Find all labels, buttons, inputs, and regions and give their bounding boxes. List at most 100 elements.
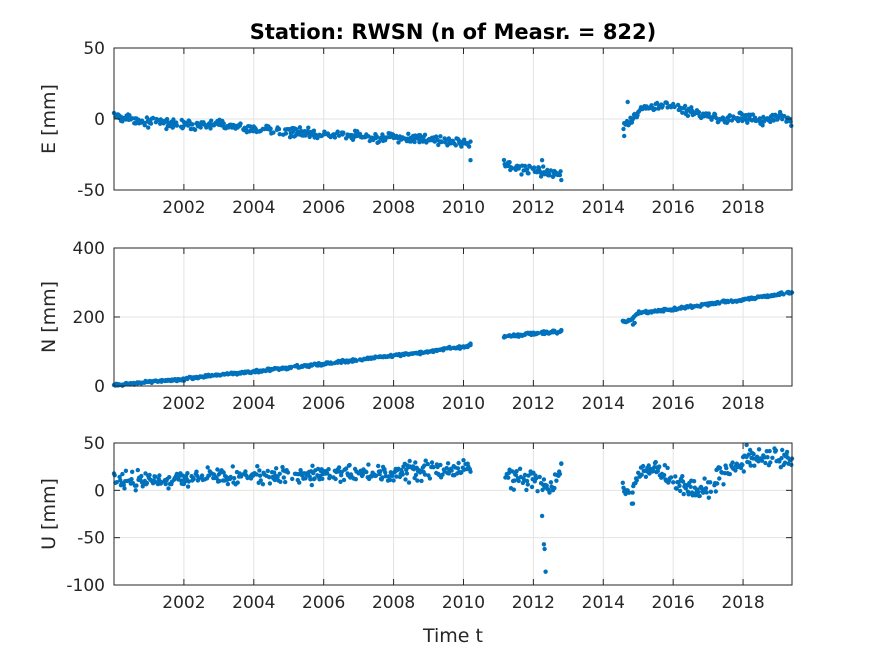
axes-frame	[113, 442, 793, 586]
data-point	[664, 100, 670, 106]
data-point	[135, 467, 140, 473]
data-point	[134, 483, 139, 488]
data-point	[380, 475, 385, 480]
data-point	[466, 144, 472, 149]
data-point	[309, 482, 314, 488]
data-point	[438, 462, 443, 468]
data-point	[681, 491, 686, 497]
x-tick-label: 2006	[302, 593, 345, 613]
data-point	[290, 129, 296, 134]
data-point	[702, 476, 707, 481]
x-tick-label: 2004	[232, 593, 275, 613]
data-point	[554, 478, 559, 483]
data-point	[366, 462, 371, 467]
data-point	[267, 481, 273, 486]
data-point	[640, 463, 646, 469]
data-point	[713, 489, 718, 494]
data-point	[285, 470, 291, 475]
subplot-3: 2002 2004 2006 2008 2010 2012 2014 2016 2018 -100…	[38, 434, 795, 613]
x-tick-label: 2018	[721, 394, 764, 414]
data-point	[438, 134, 443, 139]
data-point	[383, 470, 388, 475]
data-point	[185, 123, 191, 128]
data-point	[422, 463, 427, 468]
data-point	[747, 447, 753, 453]
data-point	[524, 487, 529, 493]
data-point	[730, 460, 735, 465]
data-point	[542, 546, 547, 552]
data-point	[114, 480, 120, 485]
data-point	[751, 451, 756, 457]
data-point	[662, 463, 667, 468]
data-point	[750, 112, 756, 117]
data-point	[760, 123, 765, 128]
data-point	[514, 469, 519, 474]
data-point	[539, 513, 545, 519]
data-point	[522, 472, 528, 478]
data-point	[622, 133, 627, 139]
data-point	[387, 477, 393, 483]
data-point	[336, 133, 342, 138]
data-point	[147, 472, 152, 478]
x-tick-label: 2014	[582, 198, 625, 218]
data-point	[771, 118, 776, 123]
data-points	[111, 289, 795, 388]
data-point	[205, 465, 210, 470]
data-point	[548, 168, 554, 173]
data-point	[689, 108, 695, 113]
data-point	[354, 358, 359, 363]
data-point	[239, 474, 244, 479]
y-tick-label: -50	[77, 529, 105, 549]
data-point	[677, 483, 682, 488]
data-point	[630, 490, 635, 495]
data-point	[198, 125, 203, 130]
data-point	[706, 495, 711, 500]
data-point	[733, 468, 738, 473]
data-point	[453, 143, 458, 148]
data-point	[634, 478, 639, 483]
data-points	[111, 99, 794, 183]
data-point	[654, 100, 660, 106]
data-point	[717, 465, 723, 471]
data-point	[782, 460, 788, 465]
data-point	[706, 111, 711, 116]
data-point	[276, 126, 282, 132]
data-point	[517, 466, 523, 471]
data-point	[374, 134, 379, 139]
data-point	[449, 468, 454, 473]
data-point	[192, 127, 198, 132]
data-point	[559, 177, 564, 183]
data-point	[194, 469, 199, 474]
data-point	[468, 341, 473, 346]
data-point	[320, 476, 325, 481]
data-point	[191, 476, 196, 482]
y-tick-label: 50	[83, 434, 105, 454]
x-tick-label: 2010	[442, 593, 485, 613]
data-point	[376, 139, 382, 145]
x-tick-label: 2008	[372, 394, 415, 414]
data-point	[455, 466, 461, 471]
data-point	[674, 486, 679, 491]
data-point	[146, 125, 151, 130]
data-point	[721, 482, 726, 487]
data-point	[225, 481, 231, 487]
data-point	[267, 475, 272, 480]
data-point	[415, 478, 420, 483]
data-point	[422, 472, 428, 477]
data-point	[112, 473, 117, 478]
data-point	[308, 477, 313, 482]
data-point	[312, 476, 317, 481]
data-point	[558, 169, 563, 174]
data-point	[221, 470, 226, 475]
data-point	[660, 103, 665, 109]
data-point	[548, 480, 554, 485]
data-point	[552, 485, 557, 491]
data-point	[127, 113, 132, 118]
data-point	[768, 460, 773, 465]
data-point	[625, 99, 630, 105]
x-tick-label: 2004	[232, 198, 275, 218]
data-point	[290, 476, 295, 482]
data-point	[704, 490, 709, 495]
data-point	[724, 465, 729, 471]
data-point	[208, 126, 213, 131]
